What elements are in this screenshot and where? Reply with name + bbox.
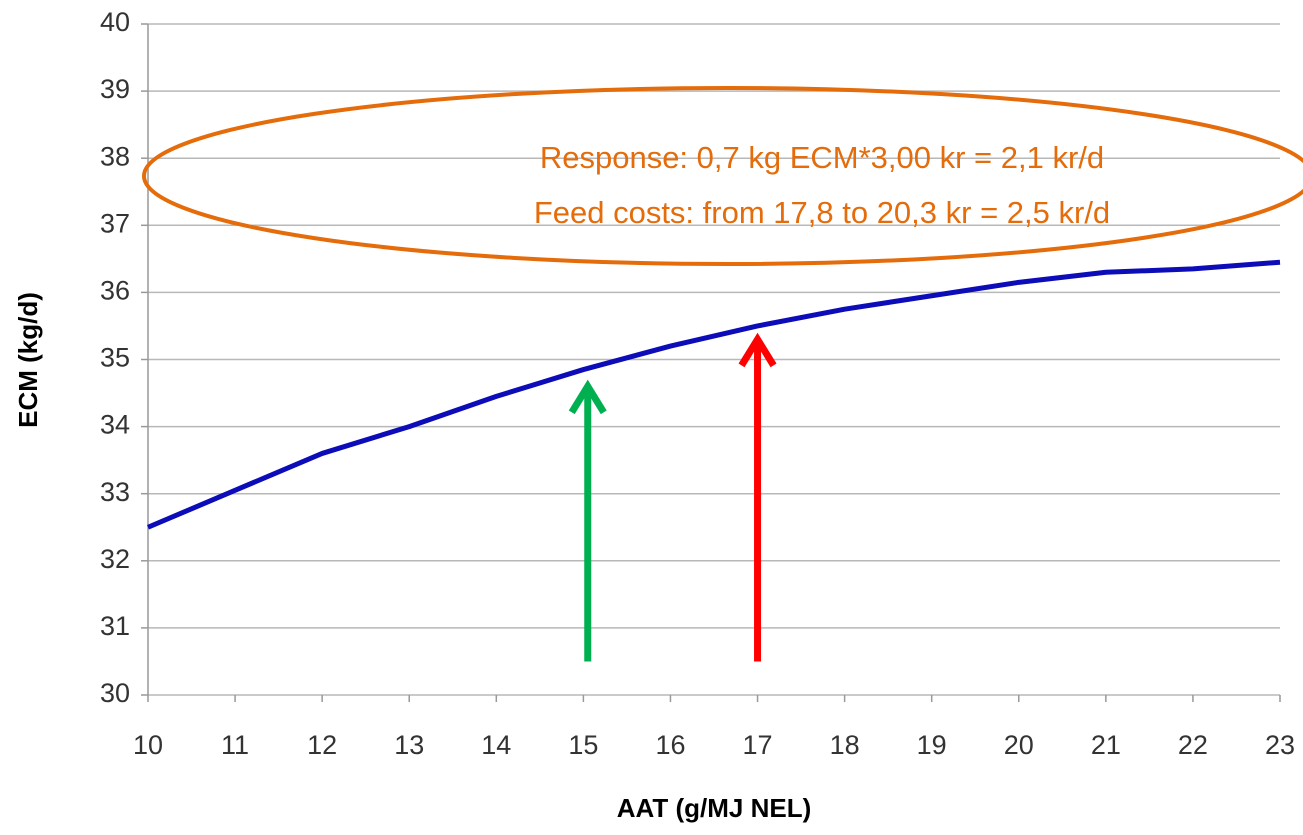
y-tick-label: 40 xyxy=(100,7,130,37)
y-tick-label: 37 xyxy=(100,208,130,238)
x-tick-label: 21 xyxy=(1091,730,1121,760)
x-tick-label: 22 xyxy=(1178,730,1208,760)
x-tick-label: 14 xyxy=(481,730,511,760)
y-tick-label: 33 xyxy=(100,477,130,507)
y-tick-label: 35 xyxy=(100,343,130,373)
arrow-head xyxy=(738,332,777,368)
y-axis-title: ECM (kg/d) xyxy=(13,292,43,428)
x-tick-label: 11 xyxy=(221,730,249,760)
x-tick-label: 13 xyxy=(394,730,424,760)
annotation-text: Response: 0,7 kg ECM*3,00 kr = 2,1 kr/d xyxy=(540,140,1104,175)
x-tick-label: 18 xyxy=(830,730,860,760)
x-tick-label: 17 xyxy=(743,730,773,760)
x-tick-label: 16 xyxy=(655,730,685,760)
y-tick-label: 36 xyxy=(100,276,130,306)
arrow-head xyxy=(568,379,607,415)
x-tick-label: 19 xyxy=(917,730,947,760)
x-tick-label: 23 xyxy=(1265,730,1295,760)
annotation-ellipse xyxy=(142,86,1303,266)
x-tick-label: 20 xyxy=(1004,730,1034,760)
y-tick-label: 32 xyxy=(100,544,130,574)
x-tick-label: 12 xyxy=(307,730,337,760)
arrow xyxy=(738,332,777,662)
y-tick-label: 39 xyxy=(100,74,130,104)
y-tick-label: 38 xyxy=(100,141,130,171)
y-tick-label: 31 xyxy=(100,611,130,641)
y-tick-label: 34 xyxy=(100,410,130,440)
y-tick-label: 30 xyxy=(100,678,130,708)
arrow xyxy=(568,379,607,662)
annotation-text: Feed costs: from 17,8 to 20,3 kr = 2,5 k… xyxy=(534,195,1110,230)
data-line xyxy=(147,259,1281,530)
x-tick-label: 15 xyxy=(568,730,598,760)
x-tick-label: 10 xyxy=(133,730,163,760)
x-axis-title: AAT (g/MJ NEL) xyxy=(617,793,812,823)
